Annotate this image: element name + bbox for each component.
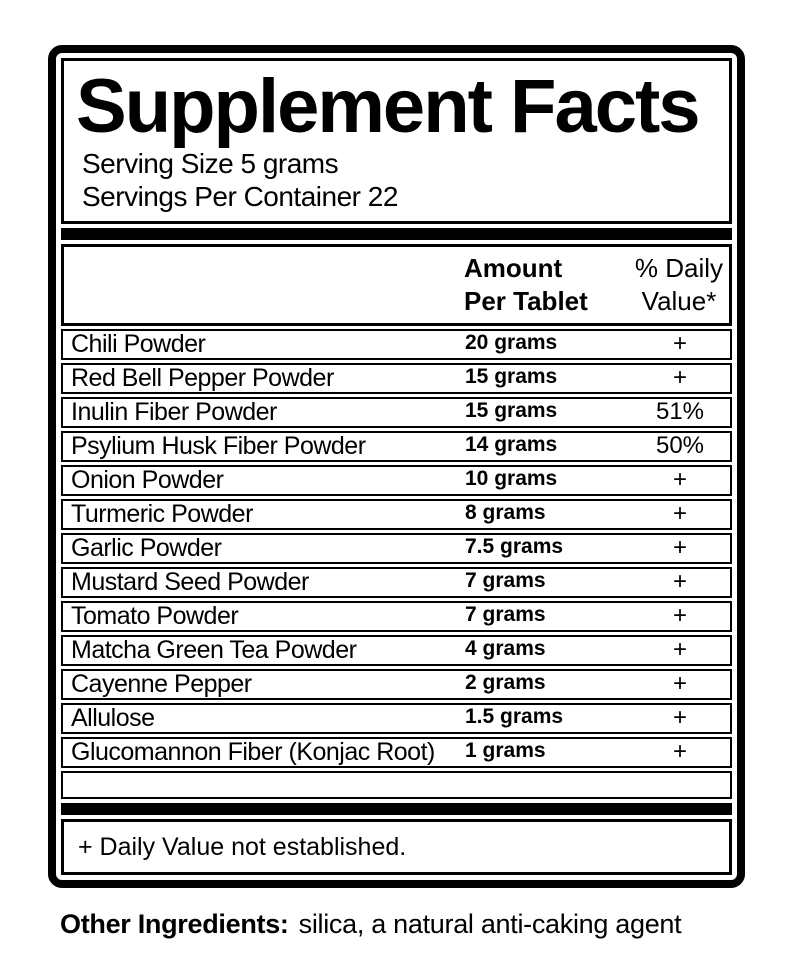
other-ingredients-text: silica, a natural anti-caking agent — [298, 909, 682, 939]
ingredient-name: Onion Powder — [71, 466, 224, 494]
ingredient-name: Tomato Powder — [71, 602, 239, 630]
amount-header-line2: Per Tablet — [464, 286, 588, 316]
ingredient-daily-value: + — [672, 500, 687, 527]
ingredient-amount: 4 grams — [465, 637, 546, 660]
page-title: Supplement Facts — [76, 64, 701, 149]
table-row: Chili Powder 20 grams + — [61, 329, 732, 360]
ingredient-name: Cayenne Pepper — [71, 670, 252, 698]
table-row: Tomato Powder 7 grams + — [61, 601, 732, 632]
ingredient-amount: 20 grams — [465, 331, 558, 354]
ingredient-amount: 10 grams — [465, 467, 558, 490]
table-row: Psylium Husk Fiber Powder 14 grams 50% — [61, 431, 732, 462]
other-ingredients: Other Ingredients: silica, a natural anti… — [60, 906, 750, 943]
ingredient-name: Garlic Powder — [71, 534, 222, 562]
ingredient-daily-value: + — [672, 534, 687, 561]
ingredient-amount: 14 grams — [465, 433, 558, 456]
table-row: Matcha Green Tea Powder 4 grams + — [61, 635, 732, 666]
column-header-box: Amount Per Tablet % Daily Value* — [61, 244, 732, 326]
amount-header-line1: Amount — [464, 253, 563, 283]
table-row: Red Bell Pepper Powder 15 grams + — [61, 363, 732, 394]
ingredient-daily-value: + — [672, 330, 687, 357]
separator-bar-bottom — [61, 803, 732, 815]
ingredient-amount: 1.5 grams — [465, 705, 564, 728]
ingredient-daily-value: + — [672, 466, 687, 493]
ingredient-name: Glucomannon Fiber (Konjac Root) — [71, 738, 435, 766]
table-row: Cayenne Pepper 2 grams + — [61, 669, 732, 700]
ingredient-name: Allulose — [71, 704, 155, 732]
empty-row — [61, 771, 732, 799]
ingredient-daily-value: + — [672, 704, 687, 731]
serving-size-line: Serving Size 5 grams — [82, 148, 339, 179]
ingredient-name: Matcha Green Tea Powder — [71, 636, 357, 664]
ingredient-amount: 15 grams — [465, 399, 558, 422]
ingredient-amount: 2 grams — [465, 671, 546, 694]
daily-value-column-header: % Daily Value* — [629, 252, 729, 318]
ingredient-daily-value: + — [672, 670, 687, 697]
ingredient-rows: Chili Powder 20 grams + Red Bell Pepper … — [61, 329, 732, 768]
header-box: Supplement Facts Serving Size 5 grams Se… — [61, 58, 732, 224]
ingredient-amount: 7.5 grams — [465, 535, 564, 558]
table-row: Inulin Fiber Powder 15 grams 51% — [61, 397, 732, 428]
supplement-facts-panel: Supplement Facts Serving Size 5 grams Se… — [48, 45, 745, 888]
ingredient-amount: 7 grams — [465, 569, 546, 592]
table-row: Turmeric Powder 8 grams + — [61, 499, 732, 530]
ingredient-amount: 7 grams — [465, 603, 546, 626]
column-header-spacer — [64, 247, 464, 323]
amount-column-header: Amount Per Tablet — [464, 252, 629, 318]
table-row: Garlic Powder 7.5 grams + — [61, 533, 732, 564]
other-ingredients-label: Other Ingredients: — [60, 909, 289, 939]
ingredient-name: Red Bell Pepper Powder — [71, 364, 334, 392]
footnote-box: + Daily Value not established. — [61, 819, 732, 875]
ingredient-amount: 8 grams — [465, 501, 546, 524]
ingredient-daily-value: + — [672, 738, 687, 765]
ingredient-name: Turmeric Powder — [71, 500, 253, 528]
ingredient-daily-value: + — [672, 364, 687, 391]
ingredient-name: Mustard Seed Powder — [71, 568, 309, 596]
ingredient-amount: 1 grams — [465, 739, 546, 762]
ingredient-name: Psylium Husk Fiber Powder — [71, 432, 366, 460]
footnote-text: + Daily Value not established. — [78, 832, 407, 861]
daily-value-header-line2: Value* — [641, 286, 717, 316]
ingredient-amount: 15 grams — [465, 365, 558, 388]
table-row: Allulose 1.5 grams + — [61, 703, 732, 734]
ingredient-name: Inulin Fiber Powder — [71, 398, 277, 426]
ingredient-daily-value: + — [672, 568, 687, 595]
table-row: Onion Powder 10 grams + — [61, 465, 732, 496]
ingredient-name: Chili Powder — [71, 330, 206, 358]
ingredient-daily-value: 50% — [655, 432, 705, 459]
ingredient-daily-value: + — [672, 602, 687, 629]
daily-value-header-line1: % Daily — [634, 253, 724, 283]
table-row: Mustard Seed Powder 7 grams + — [61, 567, 732, 598]
servings-per-container-line: Servings Per Container 22 — [82, 181, 398, 212]
ingredient-daily-value: + — [672, 636, 687, 663]
separator-bar-top — [61, 228, 732, 240]
ingredient-daily-value: 51% — [655, 398, 705, 425]
table-row: Glucomannon Fiber (Konjac Root) 1 grams … — [61, 737, 732, 768]
